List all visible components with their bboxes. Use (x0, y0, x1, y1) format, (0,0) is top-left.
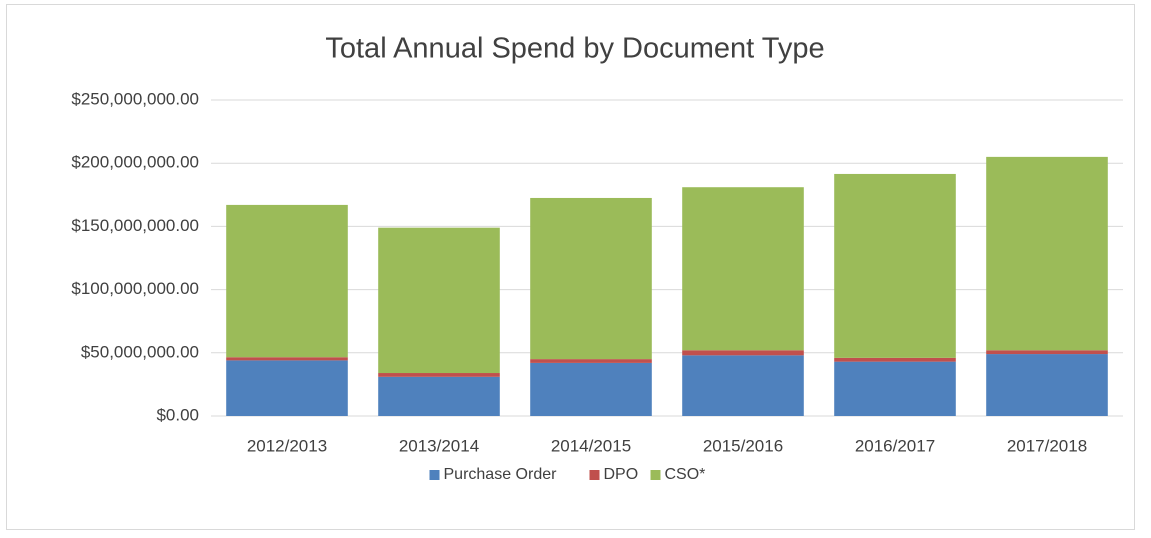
x-tick-label: 2016/2017 (855, 436, 935, 455)
bar-segment (530, 362, 652, 416)
x-tick-label: 2013/2014 (399, 436, 479, 455)
bar-segment (530, 359, 652, 363)
x-tick-label: 2014/2015 (551, 436, 631, 455)
y-tick-label: $150,000,000.00 (71, 216, 199, 235)
bar-segment (378, 227, 500, 374)
bar-segment (226, 357, 348, 361)
bar-segment (834, 361, 956, 416)
bar-segment (986, 350, 1108, 355)
bar-segment (682, 187, 804, 351)
bar-segment (986, 354, 1108, 416)
y-tick-label: $200,000,000.00 (71, 153, 199, 172)
y-tick-label: $0.00 (156, 405, 199, 424)
x-tick-label: 2012/2013 (247, 436, 327, 455)
legend-swatch (650, 470, 661, 480)
bar-segment (834, 357, 956, 362)
bar-segment (986, 156, 1108, 351)
x-tick-label: 2015/2016 (703, 436, 783, 455)
bar-segment (834, 173, 956, 358)
bar-segment (682, 350, 804, 356)
y-tick-label: $50,000,000.00 (81, 342, 199, 361)
bar-segment (378, 373, 500, 377)
legend-swatch (429, 470, 440, 480)
y-tick-label: $250,000,000.00 (71, 89, 199, 108)
x-tick-label: 2017/2018 (1007, 436, 1087, 455)
bar-segment (226, 360, 348, 416)
bar-segment (530, 197, 652, 360)
legend-swatch (589, 470, 600, 480)
y-tick-label: $100,000,000.00 (71, 279, 199, 298)
legend-label: DPO (604, 466, 639, 483)
bar-segment (378, 376, 500, 416)
chart-title: Total Annual Spend by Document Type (325, 33, 824, 65)
bar-segment (682, 355, 804, 416)
legend-label: Purchase Order (444, 466, 558, 483)
legend-label: CSO* (665, 466, 706, 483)
bar-segment (226, 204, 348, 358)
